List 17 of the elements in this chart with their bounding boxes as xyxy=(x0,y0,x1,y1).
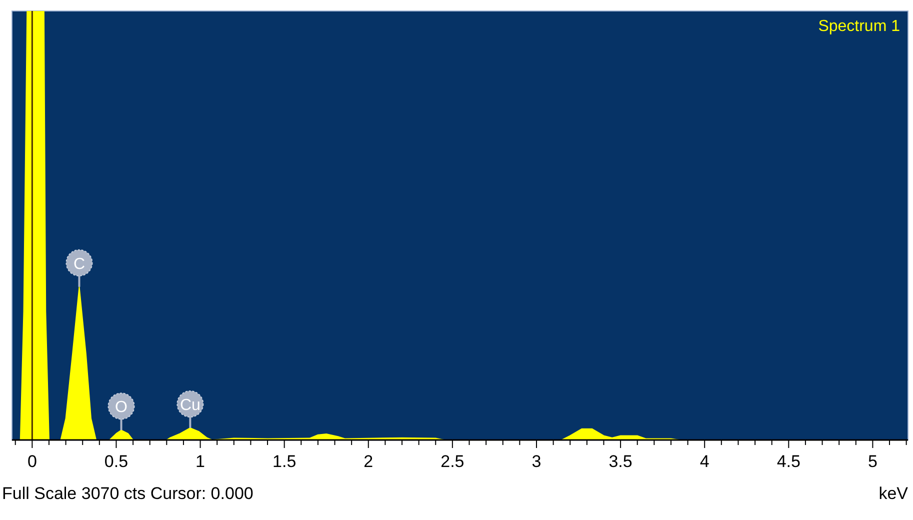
x-tick-label: 5 xyxy=(868,452,878,471)
x-tick-label: 1.5 xyxy=(272,452,296,471)
text: Full Scale 3070 cts Cursor: 0.000 xyxy=(2,484,254,503)
annotation: C xyxy=(73,256,86,273)
x-tick-label: 0 xyxy=(27,452,37,471)
x-tick-label: 1 xyxy=(196,452,206,471)
text: Spectrum 1 xyxy=(818,18,900,35)
annotation: O xyxy=(115,399,128,416)
x-tick-label: 2.5 xyxy=(440,452,464,471)
x-tick-label: 3.5 xyxy=(608,452,632,471)
x-tick-label: 2 xyxy=(364,452,374,471)
annotation: Cu xyxy=(180,396,200,414)
x-tick-label: 4.5 xyxy=(776,452,800,471)
x-tick-label: 3 xyxy=(532,452,542,471)
x-tick-label: 4 xyxy=(700,452,710,471)
x-axis-title: keV xyxy=(878,484,909,503)
x-tick-label: 0.5 xyxy=(104,452,128,471)
